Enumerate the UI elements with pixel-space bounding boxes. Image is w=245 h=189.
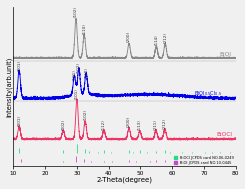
Text: (200): (200) [127,31,131,42]
Legend: BiOCl JCPDS card NO.06-0249, BiOI JCPDS card NO.10-0445: BiOCl JCPDS card NO.06-0249, BiOI JCPDS … [174,156,234,165]
Text: (001): (001) [17,60,21,71]
Y-axis label: Intensity(arb.unit): Intensity(arb.unit) [6,57,12,117]
Text: (001): (001) [17,115,21,125]
Text: (110): (110) [82,23,86,34]
Text: (114): (114) [154,34,158,45]
Text: (110): (110) [84,67,88,78]
Text: BiOI$_{0.5}$Cl$_{0.5}$: BiOI$_{0.5}$Cl$_{0.5}$ [195,89,223,98]
Text: BiOI: BiOI [220,52,232,57]
Text: (102): (102) [83,109,87,120]
Text: (002): (002) [61,119,65,129]
X-axis label: 2-Theta(degree): 2-Theta(degree) [97,177,153,184]
Text: (112): (112) [102,119,106,129]
Text: (102): (102) [77,62,81,73]
Text: (101): (101) [75,88,79,99]
Text: (102): (102) [74,6,78,17]
Text: (200): (200) [127,116,131,127]
Text: (101): (101) [73,69,76,80]
Text: (211): (211) [154,119,158,129]
Text: BiOCl: BiOCl [217,132,233,137]
Text: (212): (212) [163,32,167,43]
Text: (113): (113) [138,119,142,130]
Text: (212): (212) [163,118,167,129]
